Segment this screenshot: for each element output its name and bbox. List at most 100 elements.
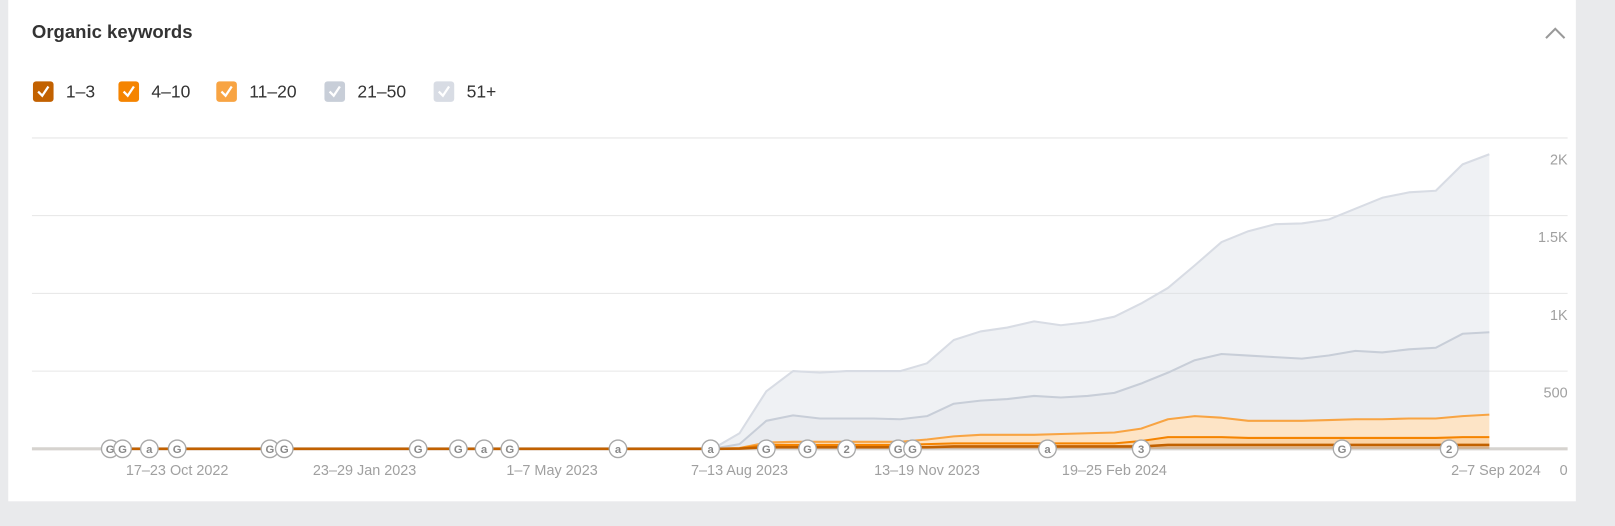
legend-item[interactable]: 1–3 bbox=[32, 81, 95, 102]
y-tick-label: 500 bbox=[1544, 386, 1568, 402]
annotation-label: G bbox=[908, 444, 917, 456]
legend-checkbox[interactable] bbox=[324, 81, 346, 102]
annotation-marker[interactable]: a bbox=[701, 439, 721, 459]
annotation-marker[interactable]: G bbox=[448, 439, 468, 459]
annotation-marker[interactable]: G bbox=[903, 439, 922, 459]
annotation-circle[interactable] bbox=[500, 439, 520, 459]
annotation-label: G bbox=[803, 444, 812, 456]
annotation-marker[interactable]: G bbox=[113, 439, 132, 459]
annotation-label: G bbox=[505, 444, 514, 456]
annotation-label: G bbox=[280, 444, 289, 456]
annotation-circle[interactable] bbox=[139, 439, 159, 459]
annotation-label: G bbox=[173, 444, 182, 456]
legend-item[interactable]: 21–50 bbox=[324, 81, 406, 102]
x-axis: 17–23 Oct 2022 23–29 Jan 2023 1–7 May 2023… bbox=[126, 463, 1541, 479]
annotation-circle[interactable] bbox=[1439, 439, 1459, 459]
annotation-marker[interactable]: a bbox=[474, 439, 494, 459]
annotation-label: a bbox=[615, 444, 622, 456]
annotation-label: a bbox=[146, 444, 153, 456]
check-mark bbox=[328, 85, 341, 98]
annotation-circle[interactable] bbox=[701, 439, 721, 459]
annotation-circle[interactable] bbox=[608, 439, 628, 459]
annotation-label: 2 bbox=[1446, 444, 1452, 456]
legend-label: 11–20 bbox=[249, 81, 297, 101]
annotation-marker[interactable]: G bbox=[798, 439, 817, 459]
annotation-label: G bbox=[414, 444, 423, 456]
x-tick-label: 13–19 Nov 2023 bbox=[874, 463, 980, 479]
annotation-label: 2 bbox=[843, 444, 849, 456]
annotation-marker[interactable]: G bbox=[888, 439, 908, 459]
legend-label: 4–10 bbox=[151, 81, 190, 101]
annotation-label: G bbox=[762, 444, 771, 456]
legend-item[interactable]: 4–10 bbox=[118, 81, 191, 102]
x-tick-label: 7–13 Aug 2023 bbox=[691, 463, 788, 479]
legend-checkbox[interactable] bbox=[32, 81, 54, 102]
annotation-marker[interactable]: G bbox=[1332, 439, 1352, 459]
card bbox=[8, 0, 1576, 502]
annotation-circle[interactable] bbox=[167, 439, 187, 459]
annotation-label: a bbox=[481, 444, 488, 456]
annotation-label: G bbox=[265, 444, 274, 456]
legend-item[interactable]: 51+ bbox=[433, 81, 497, 102]
annotation-label: G bbox=[1338, 444, 1347, 456]
annotation-marker[interactable]: 2 bbox=[1439, 439, 1459, 459]
annotation-marker[interactable]: G bbox=[408, 439, 428, 459]
x-tick-label: 19–25 Feb 2024 bbox=[1062, 463, 1167, 479]
annotation-circle[interactable] bbox=[274, 439, 294, 459]
check-mark bbox=[37, 85, 50, 98]
check-mark bbox=[122, 85, 135, 98]
legend-item[interactable]: 11–20 bbox=[216, 81, 297, 102]
annotation-marker[interactable]: a bbox=[608, 439, 628, 459]
x-tick-label: 2–7 Sep 2024 bbox=[1451, 463, 1541, 479]
annotation-circle[interactable] bbox=[903, 439, 922, 459]
annotation-marker[interactable]: a bbox=[1038, 439, 1057, 459]
annotation-label: 3 bbox=[1138, 444, 1144, 456]
annotation-label: G bbox=[894, 444, 903, 456]
y-tick-label: 0 bbox=[1560, 463, 1568, 479]
annotation-marker[interactable]: G bbox=[167, 439, 187, 459]
annotation-label: a bbox=[1044, 444, 1051, 456]
check-mark bbox=[220, 85, 233, 98]
annotation-circle[interactable] bbox=[1131, 439, 1151, 459]
annotation-circle[interactable] bbox=[448, 439, 468, 459]
annotation-circle[interactable] bbox=[113, 439, 132, 459]
chart-title: Organic keywords bbox=[32, 21, 193, 42]
x-tick-label: 1–7 May 2023 bbox=[506, 463, 597, 479]
y-tick-label: 2K bbox=[1550, 152, 1568, 168]
annotation-marker[interactable]: a bbox=[139, 439, 159, 459]
annotation-circle[interactable] bbox=[837, 439, 857, 459]
annotation-label: a bbox=[708, 444, 715, 456]
collapse-button[interactable] bbox=[1545, 27, 1566, 39]
annotation-circle[interactable] bbox=[408, 439, 428, 459]
legend-label: 21–50 bbox=[357, 81, 406, 101]
legend-checkbox[interactable] bbox=[433, 81, 455, 102]
annotation-marker[interactable]: G bbox=[756, 439, 776, 459]
legend-checkbox[interactable] bbox=[118, 81, 140, 102]
x-tick-label: 17–23 Oct 2022 bbox=[126, 463, 229, 479]
annotation-label: G bbox=[454, 444, 463, 456]
legend: 1–3 4–10 11–20 21–50 51+ bbox=[32, 81, 497, 102]
legend-label: 1–3 bbox=[66, 81, 95, 101]
annotation-marker[interactable]: 3 bbox=[1131, 439, 1151, 459]
annotation-circle[interactable] bbox=[474, 439, 494, 459]
annotation-marker[interactable]: 2 bbox=[837, 439, 857, 459]
annotation-label: G bbox=[106, 444, 115, 456]
legend-label: 51+ bbox=[467, 81, 497, 101]
annotation-circle[interactable] bbox=[1332, 439, 1352, 459]
check-mark bbox=[437, 85, 451, 98]
annotation-label: G bbox=[118, 444, 127, 456]
annotation-marker[interactable]: G bbox=[274, 439, 294, 459]
legend-checkbox[interactable] bbox=[216, 81, 237, 102]
annotation-marker[interactable]: G bbox=[500, 439, 520, 459]
y-tick-label: 1K bbox=[1550, 308, 1568, 324]
annotation-circle[interactable] bbox=[798, 439, 817, 459]
area-fill bbox=[123, 332, 1490, 449]
x-tick-label: 23–29 Jan 2023 bbox=[313, 463, 416, 479]
area-fill bbox=[123, 154, 1490, 449]
annotation-circle[interactable] bbox=[756, 439, 776, 459]
y-tick-label: 1.5K bbox=[1538, 230, 1568, 246]
annotation-circle[interactable] bbox=[1038, 439, 1057, 459]
